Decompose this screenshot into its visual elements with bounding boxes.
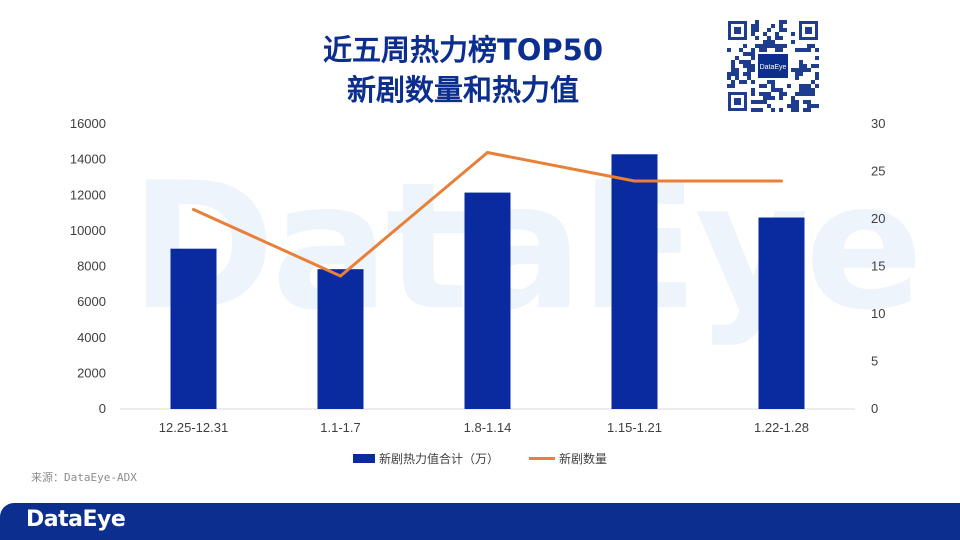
x-tick-label: 1.1-1.7 [320,420,360,435]
y-left-tick-label: 6000 [77,294,106,309]
chart-title: 近五周热力榜TOP50 新剧数量和热力值 [0,30,926,110]
title-line-2: 新剧数量和热力值 [346,73,579,107]
y-left-tick-label: 0 [99,401,106,416]
y-left-tick-label: 10000 [70,223,106,238]
y-right-tick-label: 30 [871,116,885,131]
y-right-tick-label: 5 [871,354,878,369]
y-left-tick-label: 2000 [77,365,106,380]
x-tick-label: 1.15-1.21 [607,420,662,435]
qr-brand-label: DataEye [760,64,787,71]
line-series [192,151,783,278]
line-point [339,274,342,278]
legend-swatch-line [529,457,555,460]
line-point [192,208,195,211]
footer-logo: DataEye [26,507,126,532]
y-left-tick-label: 14000 [70,152,106,167]
y-right-tick-label: 0 [871,401,878,416]
y-left-tick-label: 8000 [77,259,106,274]
bar [170,248,217,409]
legend-swatch-bar [352,454,375,463]
x-tick-label: 1.22-1.28 [754,420,809,435]
source-note: 来源：DataEye-ADX [31,471,137,484]
y-right-tick-label: 25 [871,164,885,179]
legend: 新剧热力值合计（万） 新剧数量 [0,450,960,467]
x-tick-label: 12.25-12.31 [159,420,228,435]
line-point [486,151,489,154]
x-axis: 12.25-12.31 1.1-1.7 1.8-1.14 1.15-1.21 1.22-… [159,420,809,435]
bar [464,192,511,409]
y-left-axis: 0 2000 4000 6000 8000 10000 12000 14000 16000 [70,116,106,416]
x-tick-label: 1.8-1.14 [464,420,512,435]
bar [317,269,364,409]
footer-bar: DataEye [0,503,960,540]
legend-label-bar: 新剧热力值合计（万） [378,452,499,466]
y-right-tick-label: 20 [871,211,885,226]
line-point [780,179,783,183]
y-right-axis: 0 5 10 15 20 25 30 [871,116,885,416]
legend-label-line: 新剧数量 [559,452,608,466]
qr-code-icon: DataEye [727,20,819,112]
y-left-tick-label: 4000 [77,330,106,345]
legend-item-bar: 新剧热力值合计（万） [352,450,499,467]
y-right-tick-label: 10 [871,306,885,321]
bar [611,154,658,409]
bar-series [170,154,805,409]
y-left-tick-label: 12000 [70,187,106,202]
y-left-tick-label: 16000 [70,116,106,131]
bar [758,217,805,409]
y-right-tick-label: 15 [871,259,885,274]
title-line-1: 近五周热力榜TOP50 [322,33,604,67]
line-point [633,179,636,183]
legend-item-line: 新剧数量 [529,450,607,467]
